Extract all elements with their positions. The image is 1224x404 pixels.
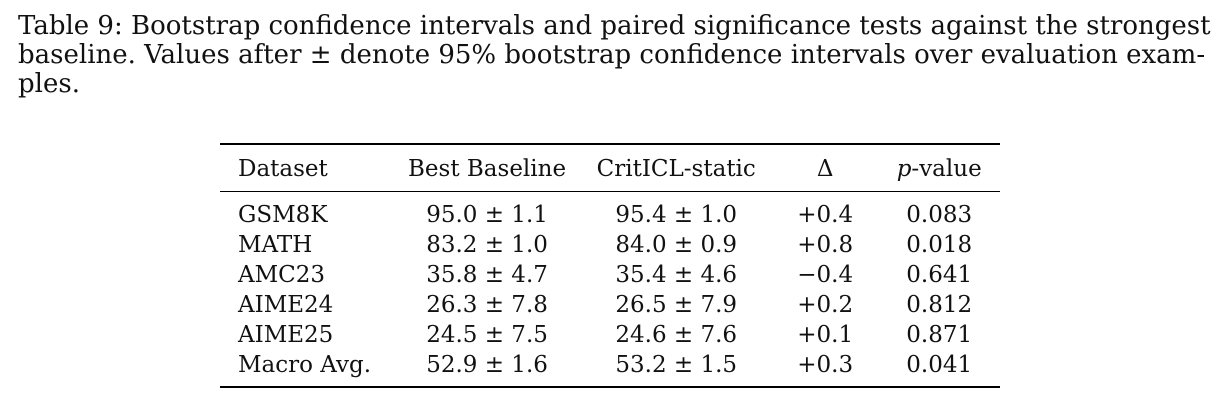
table-caption: Table 9: Bootstrap confidence intervals … (18, 11, 1211, 99)
cell-dataset: AIME25 (238, 322, 334, 348)
cell-best-baseline: 83.2 ± 1.0 (426, 232, 548, 258)
cell-p-value: 0.812 (906, 292, 973, 318)
cell-delta: +0.1 (797, 322, 854, 348)
cell-delta: −0.4 (797, 262, 854, 288)
cell-dataset: GSM8K (238, 202, 328, 228)
cell-delta: +0.4 (797, 202, 854, 228)
cell-p-value: 0.871 (906, 322, 973, 348)
cell-best-baseline: 24.5 ± 7.5 (426, 322, 548, 348)
caption-line-3: ples. (18, 69, 80, 99)
cell-delta: +0.3 (797, 352, 854, 378)
table-row: Macro Avg. 52.9 ± 1.6 53.2 ± 1.5 +0.3 0.… (220, 350, 1000, 387)
cell-criticl-static: 95.4 ± 1.0 (615, 202, 738, 228)
cell-criticl-static: 35.4 ± 4.6 (615, 262, 738, 288)
table-row: AMC23 35.8 ± 4.7 35.4 ± 4.6 −0.4 0.641 (220, 260, 1000, 290)
cell-criticl-static: 26.5 ± 7.9 (615, 292, 738, 318)
header-p-suffix: -value (911, 156, 982, 182)
caption-line-2: baseline. Values after ± denote 95% boot… (18, 40, 1206, 70)
cell-best-baseline: 52.9 ± 1.6 (426, 352, 548, 378)
cell-best-baseline: 26.3 ± 7.8 (426, 292, 548, 318)
table-body: GSM8K 95.0 ± 1.1 95.4 ± 1.0 +0.4 0.083 M… (220, 192, 1000, 387)
results-table: Dataset Best Baseline CritICL-static Δ p… (220, 143, 1000, 388)
cell-delta: +0.2 (797, 292, 854, 318)
cell-criticl-static: 84.0 ± 0.9 (615, 232, 738, 258)
cell-dataset: Macro Avg. (238, 352, 372, 378)
header-row: Dataset Best Baseline CritICL-static Δ p… (220, 144, 1000, 192)
caption-line-1: Table 9: Bootstrap confidence intervals … (18, 11, 1211, 41)
table-row: MATH 83.2 ± 1.0 84.0 ± 0.9 +0.8 0.018 (220, 230, 1000, 260)
table-row: AIME24 26.3 ± 7.8 26.5 ± 7.9 +0.2 0.812 (220, 290, 1000, 320)
header-delta: Δ (816, 156, 834, 182)
header-best-baseline: Best Baseline (408, 156, 567, 182)
header-p-italic: p (896, 156, 912, 182)
cell-criticl-static: 53.2 ± 1.5 (615, 352, 738, 378)
cell-p-value: 0.041 (906, 352, 973, 378)
cell-delta: +0.8 (797, 232, 854, 258)
cell-dataset: AIME24 (238, 292, 334, 318)
cell-p-value: 0.018 (906, 232, 973, 258)
cell-best-baseline: 35.8 ± 4.7 (426, 262, 548, 288)
table-row: GSM8K 95.0 ± 1.1 95.4 ± 1.0 +0.4 0.083 (220, 192, 1000, 231)
cell-p-value: 0.641 (906, 262, 973, 288)
header-dataset: Dataset (238, 156, 328, 182)
header-criticl-static: CritICL-static (596, 156, 756, 182)
cell-p-value: 0.083 (906, 202, 973, 228)
cell-dataset: AMC23 (238, 262, 326, 288)
cell-best-baseline: 95.0 ± 1.1 (426, 202, 548, 228)
cell-dataset: MATH (238, 232, 313, 258)
results-table-container: Dataset Best Baseline CritICL-static Δ p… (220, 143, 1000, 388)
table-row: AIME25 24.5 ± 7.5 24.6 ± 7.6 +0.1 0.871 (220, 320, 1000, 350)
table-header: Dataset Best Baseline CritICL-static Δ p… (220, 144, 1000, 192)
cell-criticl-static: 24.6 ± 7.6 (615, 322, 738, 348)
header-p-value: p-value (878, 144, 1000, 192)
